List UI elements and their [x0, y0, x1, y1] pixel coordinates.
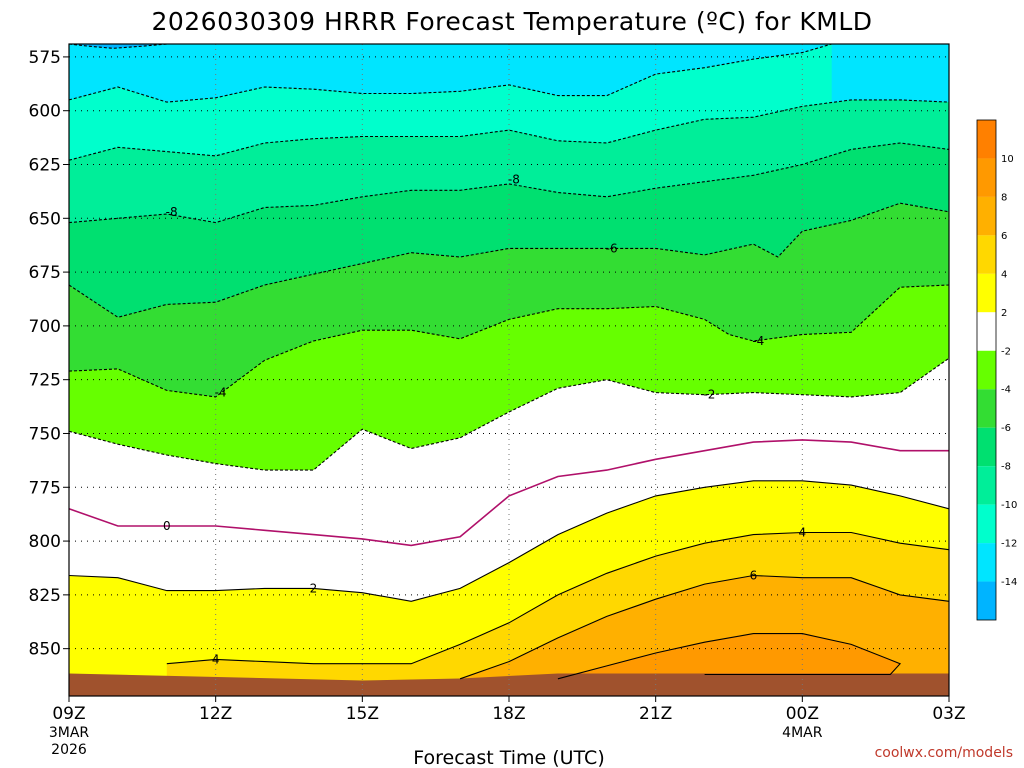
isotherm-2 — [68, 480, 950, 602]
colorbar-label: -4 — [1001, 385, 1011, 396]
y-tick-label: 600 — [29, 102, 61, 122]
isotherm--8 — [68, 142, 950, 224]
y-tick-label: 675 — [29, 263, 61, 283]
contour-label: 2 — [310, 581, 318, 595]
x-tick-date: 4MAR — [782, 725, 823, 741]
colorbar-band — [977, 312, 996, 351]
colorbar-band — [977, 235, 996, 274]
colorbar-band — [977, 389, 996, 428]
isotherm-6 — [459, 574, 950, 680]
colorbar-label: 2 — [1001, 308, 1007, 319]
x-tick-year: 2026 — [51, 742, 87, 758]
isotherm--2 — [68, 357, 950, 471]
y-tick-label: 750 — [29, 424, 61, 444]
contour-label: -6 — [606, 241, 618, 255]
isotherm--14 — [68, 43, 167, 49]
isotherm-0 — [68, 439, 949, 547]
grid-layer — [69, 44, 949, 696]
x-tick-label: 18Z — [492, 704, 525, 724]
x-tick-label: 09Z — [52, 704, 85, 724]
contour-label: -4 — [215, 386, 227, 400]
x-tick-date: 3MAR — [49, 725, 90, 741]
isotherm--10 — [68, 99, 950, 161]
isotherm--6 — [68, 202, 950, 318]
y-tick-label: 825 — [29, 586, 61, 606]
y-tick-label: 800 — [29, 532, 61, 552]
band-fill-8 — [557, 633, 901, 679]
y-tick-label: 775 — [29, 478, 61, 498]
y-tick-label: 650 — [29, 209, 61, 229]
colorbar-label: -14 — [1001, 577, 1017, 588]
colorbar-frame — [976, 119, 997, 621]
colorbar-band — [977, 427, 996, 467]
y-tick-label: 625 — [29, 156, 61, 176]
contour-label: 4 — [799, 525, 807, 539]
isotherm-8 — [557, 633, 902, 680]
colorbar-label: -8 — [1001, 462, 1011, 473]
band-fill--14 — [69, 44, 167, 49]
y-tick-label: 575 — [29, 48, 61, 68]
colorbar-band — [977, 504, 996, 544]
colorbar-band — [977, 466, 996, 505]
contour-label-layer: -8 -8 -6 -4 -4 -2 0 2 4 4 6 — [163, 173, 806, 667]
contour-label: 0 — [163, 519, 171, 533]
x-tick-label: 15Z — [346, 704, 379, 724]
colorbar-label: -2 — [1001, 346, 1011, 357]
contour-label: 4 — [212, 652, 220, 666]
colorbar-label: 4 — [1001, 269, 1007, 280]
colorbar-label: -12 — [1001, 539, 1017, 550]
x-tick-label: 00Z — [786, 704, 819, 724]
contour-label: -2 — [703, 388, 715, 402]
x-tick-label: 21Z — [639, 704, 672, 724]
chart-title: 2026030309 HRRR Forecast Temperature (ºC… — [151, 7, 872, 36]
isotherm-4 — [166, 531, 950, 665]
contour-label: -4 — [752, 334, 764, 348]
colorbar-band — [977, 158, 996, 197]
isotherm--4 — [68, 284, 950, 398]
contour-label: 6 — [750, 568, 758, 582]
contour-label: -8 — [166, 205, 178, 219]
x-tick-label: 12Z — [199, 704, 232, 724]
y-tick-label: 700 — [29, 317, 61, 337]
temperature-fill-layer — [69, 44, 950, 696]
colorbar-band — [977, 120, 996, 159]
y-tick-label: 725 — [29, 371, 61, 391]
x-axis-label: Forecast Time (UTC) — [413, 747, 604, 768]
contour-label: -8 — [508, 173, 520, 187]
y-tick-label: 850 — [29, 640, 61, 660]
colorbar-label: -6 — [1001, 423, 1011, 434]
colorbar-label: -10 — [1001, 500, 1017, 511]
x-tick-label: 03Z — [932, 704, 965, 724]
colorbar-label: 6 — [1001, 231, 1007, 242]
colorbar-band — [977, 196, 996, 236]
colorbar: 10 8 6 4 2 -2 -4 -6 -8 -10 -12 -14 — [976, 119, 1017, 621]
colorbar-label: 8 — [1001, 192, 1007, 203]
colorbar-band — [977, 543, 996, 582]
isotherm--12 — [68, 43, 832, 103]
axes-layer: 575 600 625 650 675 700 725 750 775 800 825 850 09Z3… — [29, 43, 966, 758]
colorbar-band — [977, 273, 996, 313]
colorbar-band — [977, 350, 996, 390]
credit-text: coolwx.com/models — [875, 745, 1013, 761]
colorbar-band — [977, 581, 996, 620]
contour-line-layer — [68, 43, 950, 680]
colorbar-label: 10 — [1001, 154, 1014, 165]
